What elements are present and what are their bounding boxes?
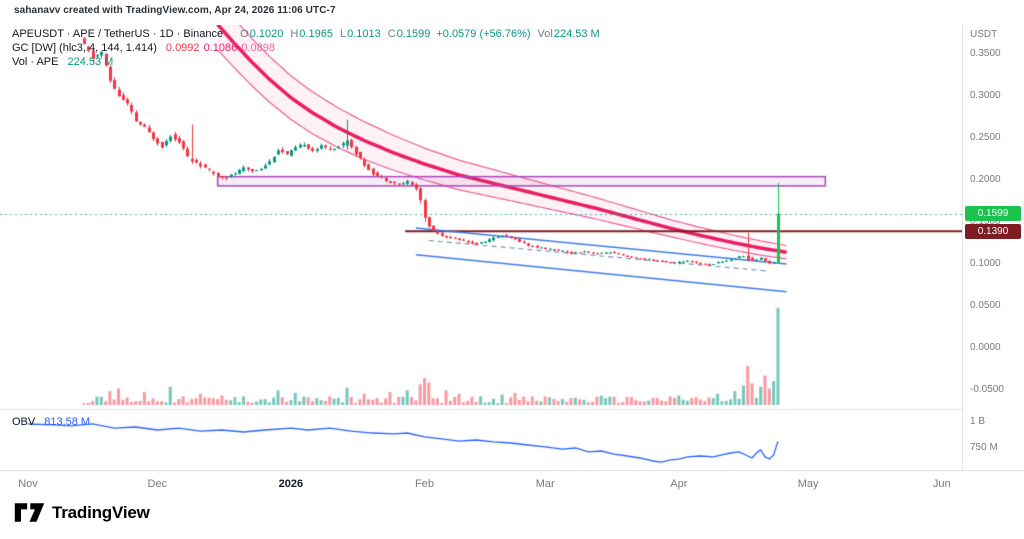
gc-indicator-name: GC [DW] (hlc3, 4, 144, 1.414) (12, 42, 157, 54)
level-price-badge: 0.1390 (965, 223, 1021, 239)
time-tick-2026: 2026 (278, 478, 304, 490)
chart-area: APEUSDT · APE / TetherUS · 1D · Binance O… (0, 25, 1024, 495)
price-tick-0.3000: 0.3000 (970, 90, 1001, 101)
time-tick-Nov: Nov (18, 478, 38, 490)
obv-indicator-name: OBV (12, 416, 36, 428)
price-tick-0.2500: 0.2500 (970, 132, 1001, 143)
price-tick--0.0500: -0.0500 (970, 384, 1004, 395)
obv-indicator-value: 813.58 M (44, 416, 91, 428)
obv-legend-row[interactable]: OBV 813.58 M (12, 415, 90, 429)
volume-indicator-value: 224.53 M (67, 56, 114, 68)
obv-tick-750 M: 750 M (970, 442, 998, 453)
open-value: 0.1020 (249, 28, 284, 40)
symbol-description: APEUSDT · APE / TetherUS · 1D · Binance (12, 28, 224, 40)
legend-symbol-row[interactable]: APEUSDT · APE / TetherUS · 1D · Binance O… (12, 27, 600, 41)
time-tick-Dec: Dec (147, 478, 168, 490)
low-value: 0.1013 (347, 28, 381, 40)
low-label: L (339, 28, 347, 40)
gc-value-1: 0.0992 (165, 42, 200, 54)
high-value: 0.1965 (299, 28, 333, 40)
open-label: O (240, 28, 249, 40)
time-tick-Jun: Jun (932, 478, 951, 490)
attribution-text: sahanavv created with TradingView.com, A… (14, 5, 336, 16)
gc-value-3: 0.0898 (241, 42, 275, 54)
time-tick-Mar: Mar (535, 478, 555, 490)
legend-volume-row[interactable]: Vol · APE 224.53 M (12, 55, 600, 69)
tradingview-brand-text[interactable]: TradingView (52, 502, 150, 522)
price-tick-0.2000: 0.2000 (970, 174, 1001, 185)
time-tick-Feb: Feb (415, 478, 434, 490)
high-label: H (290, 28, 299, 40)
legend-gc-indicator-row[interactable]: GC [DW] (hlc3, 4, 144, 1.414) 0.0992 0.10… (12, 41, 600, 55)
time-axis[interactable]: Nov Dec 2026 Feb Mar Apr May Jun (0, 470, 1024, 495)
volume-indicator-name: Vol · APE (12, 56, 59, 68)
header-volume-label: Vol (537, 28, 553, 40)
price-change-value: +0.0579 (+56.76%) (436, 28, 531, 40)
close-label: C (387, 28, 396, 40)
header-volume-value: 224.53 M (553, 28, 600, 40)
price-chart-canvas[interactable] (0, 25, 962, 470)
price-tick-0.0500: 0.0500 (970, 300, 1001, 311)
price-tick-0.1500: 0.1500 (970, 216, 1001, 227)
obv-tick-1 B: 1 B (970, 416, 986, 427)
chart-legend: APEUSDT · APE / TetherUS · 1D · Binance O… (12, 27, 600, 69)
price-axis[interactable]: USDT 0.1599 0.1390 0.3500 0.3000 0.2500 0.2… (962, 25, 1024, 470)
time-tick-Apr: Apr (670, 478, 688, 490)
close-value: 0.1599 (396, 28, 431, 40)
axis-currency-label: USDT (970, 29, 998, 40)
last-price-badge: 0.1599 (965, 206, 1021, 222)
price-tick-0.0000: 0.0000 (970, 342, 1001, 353)
price-tick-0.1000: 0.1000 (970, 258, 1001, 269)
price-tick-0.3500: 0.3500 (970, 48, 1001, 59)
tradingview-logo-icon[interactable] (14, 502, 45, 523)
time-tick-May: May (797, 478, 819, 490)
footer-brand: TradingView (14, 502, 150, 523)
gc-value-2: 0.1086 (203, 42, 238, 54)
